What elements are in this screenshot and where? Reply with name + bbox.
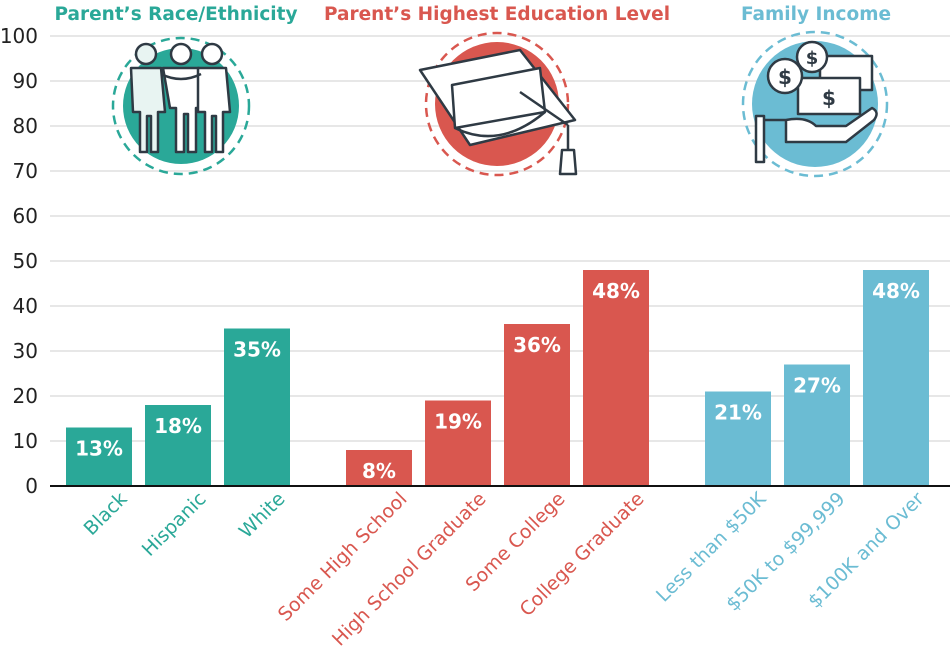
bar-value-labels: 13% 18% 35% 8% 19% 36% 48% 21% 27% 48% [75, 279, 920, 483]
bar-value-label: 19% [434, 410, 482, 434]
graduation-cap-icon [418, 31, 578, 177]
category-label: Hispanic [138, 488, 211, 561]
y-tick-label: 0 [25, 474, 38, 498]
bar-value-label: 21% [714, 401, 762, 425]
bar [425, 400, 491, 486]
category-label: White [235, 488, 290, 543]
bar-value-label: 35% [233, 338, 281, 362]
bar-value-label: 27% [793, 374, 841, 398]
bar [66, 427, 132, 486]
bar [224, 328, 290, 486]
people-icon [111, 36, 251, 176]
bar [784, 364, 850, 486]
bar [504, 324, 570, 486]
bar-value-label: 8% [362, 459, 396, 483]
bar [145, 405, 211, 486]
svg-text:$: $ [778, 65, 792, 89]
bars [66, 270, 929, 486]
y-tick-label: 70 [13, 159, 38, 183]
bar [863, 270, 929, 486]
y-tick-label: 40 [13, 294, 38, 318]
y-tick-label: 90 [13, 69, 38, 93]
bar-value-label: 48% [872, 279, 920, 303]
bar-value-label: 13% [75, 437, 123, 461]
y-tick-label: 30 [13, 339, 38, 363]
y-tick-label: 50 [13, 249, 38, 273]
y-tick-label: 100 [0, 24, 38, 48]
bar-value-label: 36% [513, 333, 561, 357]
bar [583, 270, 649, 486]
y-tick-label: 10 [13, 429, 38, 453]
y-axis-ticks: 0 10 20 30 40 50 60 70 80 90 100 [0, 24, 38, 498]
category-label: Black [80, 488, 132, 540]
y-tick-label: 80 [13, 114, 38, 138]
svg-text:$: $ [806, 48, 819, 69]
bar [705, 391, 771, 486]
category-label: Some High School [274, 488, 412, 626]
bar-value-label: 48% [592, 279, 640, 303]
bar [346, 450, 412, 486]
group-title-race: Parent’s Race/Ethnicity [54, 4, 297, 25]
bar-value-label: 18% [154, 414, 202, 438]
group-title-income: Family Income [741, 4, 891, 25]
money-hand-icon: $ $ $ [741, 30, 889, 178]
group-title-education: Parent’s Highest Education Level [324, 4, 670, 25]
category-label: High School Graduate [328, 488, 491, 651]
y-tick-label: 60 [13, 204, 38, 228]
svg-text:$: $ [822, 86, 836, 110]
y-tick-label: 20 [13, 384, 38, 408]
